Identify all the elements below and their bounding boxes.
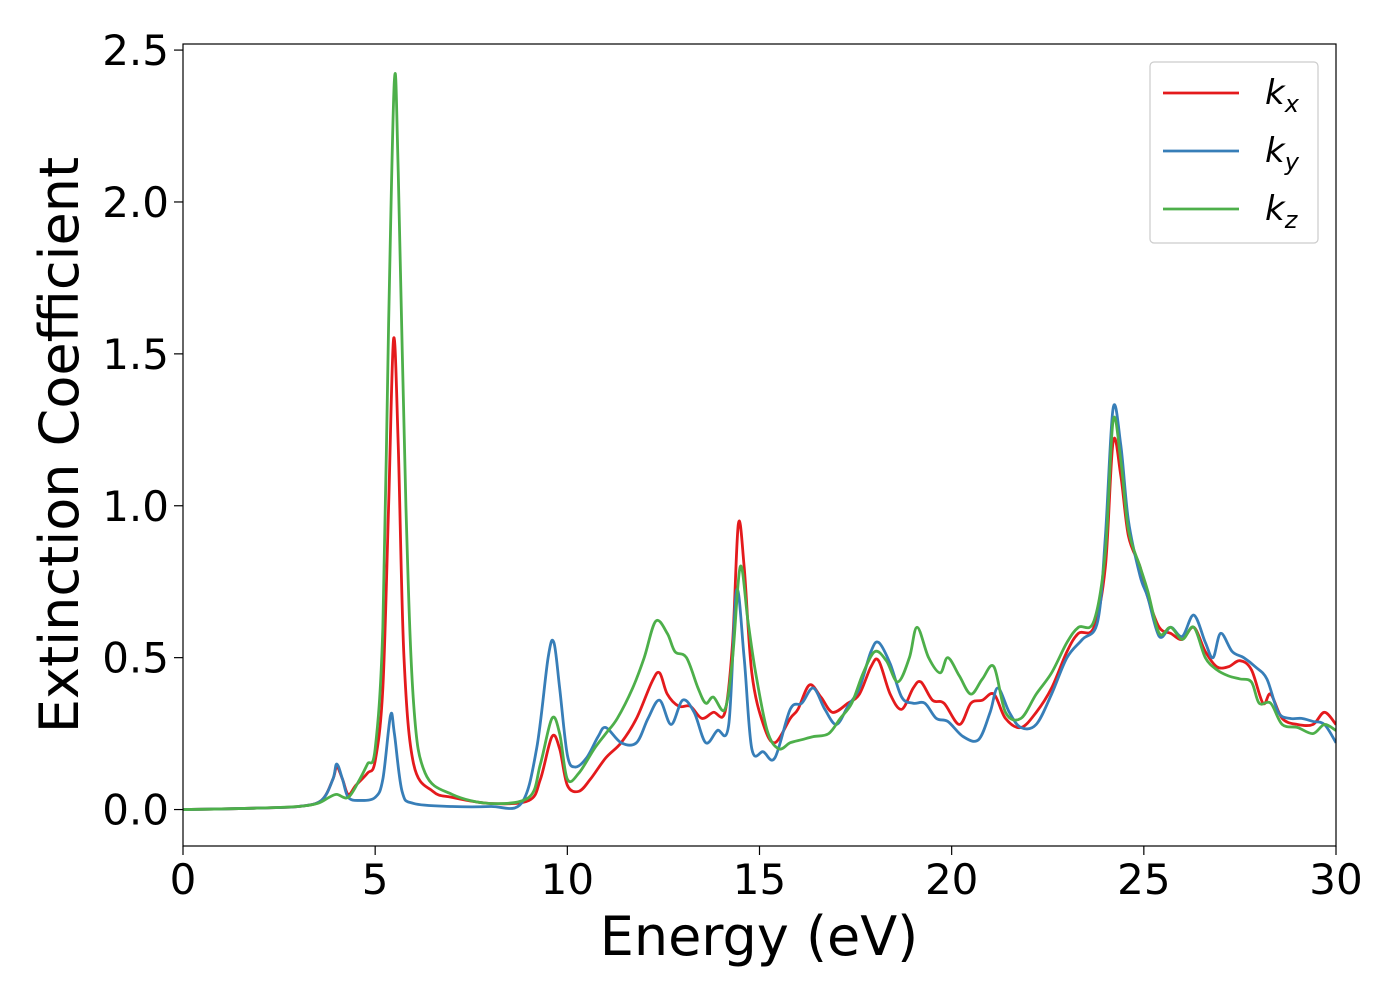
series-line-y <box>183 403 1336 811</box>
x-tick-label: 20 <box>925 855 978 904</box>
series-line-z <box>183 72 1336 811</box>
series-line-x <box>183 336 1336 811</box>
y-tick-label: 1.0 <box>102 482 169 531</box>
y-tick-label: 0.0 <box>102 786 169 835</box>
x-tick-label: 30 <box>1309 855 1362 904</box>
x-tick-label: 5 <box>362 855 389 904</box>
x-tick-label: 25 <box>1117 855 1170 904</box>
legend-label-y: ky <box>1265 131 1300 176</box>
legend-label-z: kz <box>1265 189 1299 234</box>
y-tick-label: 2.5 <box>102 26 169 75</box>
x-tick-label: 10 <box>541 855 594 904</box>
y-axis: 0.0 0.5 1.0 1.5 2.0 2.5 <box>102 26 183 835</box>
x-axis: 0 5 10 15 20 25 30 <box>170 846 1363 904</box>
x-axis-label: Energy (eV) <box>600 905 919 968</box>
series-layer <box>183 72 1336 811</box>
legend-label-x: kx <box>1265 73 1300 118</box>
legend: kx ky kz <box>1149 61 1319 244</box>
x-tick-label: 15 <box>733 855 786 904</box>
y-tick-label: 1.5 <box>102 330 169 379</box>
y-tick-label: 0.5 <box>102 634 169 683</box>
y-axis-label: Extinction Coefficient <box>28 157 91 733</box>
y-tick-label: 2.0 <box>102 178 169 227</box>
legend-frame <box>1149 61 1319 244</box>
x-tick-label: 0 <box>170 855 197 904</box>
